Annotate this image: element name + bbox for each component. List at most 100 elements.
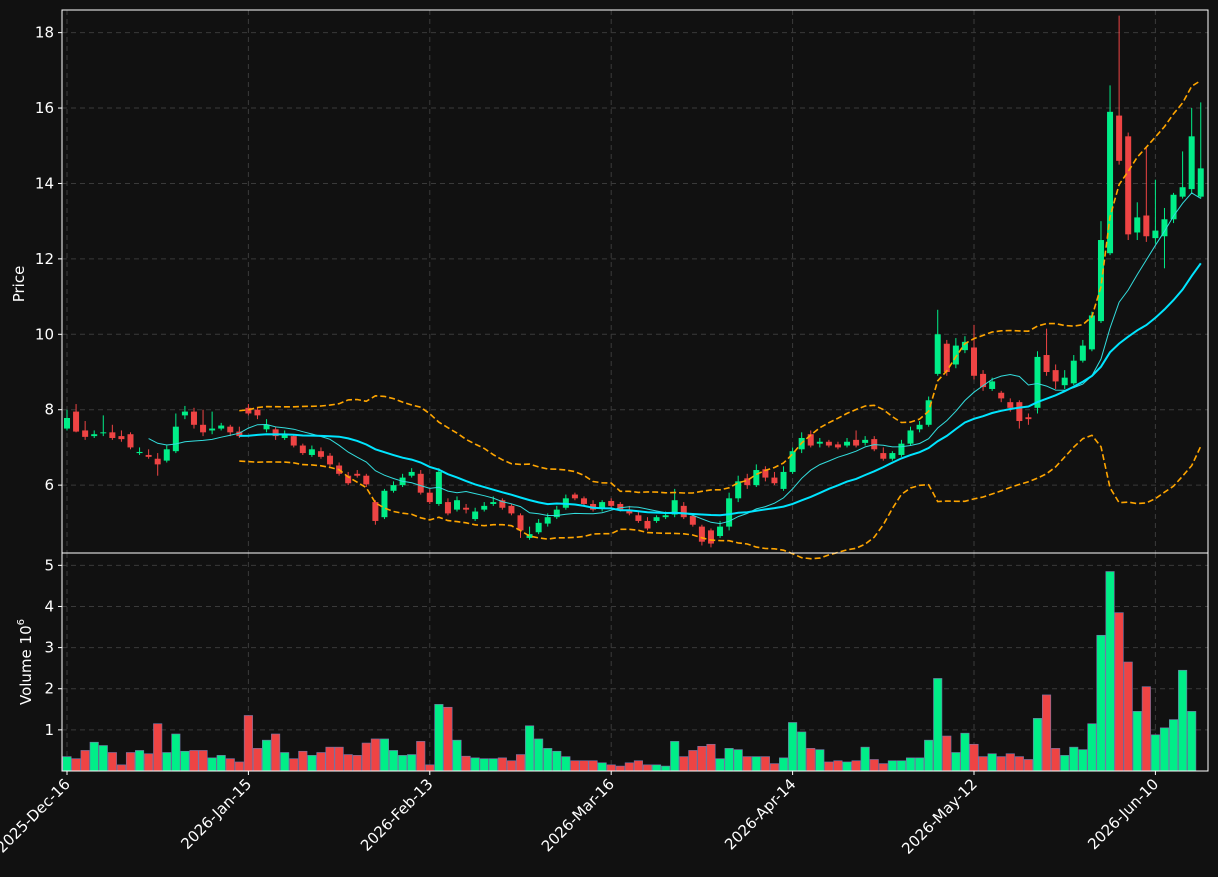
candle	[580, 496, 587, 506]
volume-bar	[434, 704, 444, 772]
candle-body	[907, 430, 914, 444]
candle-body	[444, 502, 451, 514]
price-tick-label: 14	[35, 174, 54, 192]
candle	[898, 439, 905, 457]
volume-bar	[751, 756, 761, 772]
volume-bar	[987, 753, 997, 772]
candle	[1107, 85, 1114, 256]
volume-bar	[461, 755, 471, 772]
candle-body	[735, 481, 742, 499]
candle	[916, 421, 923, 433]
volume-bar	[942, 735, 952, 772]
volume-bar	[887, 760, 897, 772]
candle-body	[435, 471, 442, 504]
price-tick-label: 8	[44, 401, 54, 419]
volume-bar	[933, 678, 943, 772]
candle	[762, 466, 769, 482]
candle-body	[526, 534, 533, 538]
candle-body	[136, 451, 143, 454]
volume-bar	[525, 725, 535, 772]
volume-bar	[162, 752, 172, 772]
candle	[1043, 328, 1050, 376]
candle-body	[971, 347, 977, 376]
candle	[726, 492, 733, 531]
candle	[1170, 192, 1177, 224]
candle	[807, 430, 814, 448]
volume-bar	[824, 761, 834, 772]
volume-bar	[1051, 748, 1061, 772]
candle	[499, 498, 506, 510]
volume-panel	[62, 571, 1197, 772]
candle-body	[889, 453, 896, 459]
candle-body	[218, 425, 225, 429]
volume-bar	[878, 763, 888, 772]
candle-body	[1188, 136, 1195, 190]
volume-bar	[1078, 749, 1088, 772]
volume-bar	[1087, 723, 1097, 772]
volume-axis-label-text: Volume 10	[17, 625, 35, 705]
candle-body	[816, 441, 823, 444]
volume-bar	[1023, 759, 1033, 772]
candle-body	[481, 505, 488, 510]
candle	[653, 515, 660, 523]
candle	[345, 471, 352, 486]
candle-body	[825, 441, 832, 446]
volume-bar	[80, 750, 90, 772]
candle-body	[290, 436, 297, 446]
volume-bar	[742, 756, 752, 772]
candle-body	[263, 424, 270, 430]
candle	[744, 473, 751, 489]
candle	[1088, 311, 1095, 352]
candle-body	[327, 455, 334, 465]
candle	[481, 502, 488, 512]
candle-body	[898, 443, 905, 455]
volume-bar	[543, 748, 553, 772]
volume-bar	[398, 755, 408, 772]
candle	[317, 447, 324, 459]
candle	[254, 407, 261, 420]
candle	[127, 432, 134, 450]
volume-bar	[597, 762, 607, 772]
volume-bar	[615, 765, 625, 772]
candle-body	[181, 411, 188, 416]
volume-bar	[924, 739, 934, 772]
volume-bar	[1123, 661, 1133, 772]
volume-bar	[515, 754, 526, 772]
candle-body	[934, 334, 941, 374]
volume-bar	[116, 764, 126, 772]
price-tick-label: 16	[35, 99, 54, 117]
volume-bar	[470, 757, 480, 772]
volume-bar	[497, 757, 507, 772]
volume-tick-label: 3	[44, 639, 54, 657]
volume-bar	[216, 755, 226, 772]
candle-body	[980, 373, 987, 388]
candle-body	[717, 526, 724, 537]
ma-slow-line	[239, 262, 1202, 517]
candle-body	[517, 515, 524, 531]
volume-bar	[697, 746, 707, 772]
candle-body	[707, 530, 714, 544]
volume-bar	[180, 750, 190, 772]
candle	[608, 498, 615, 508]
volume-bar	[271, 733, 281, 772]
candle-body	[1061, 377, 1068, 386]
volume-bar	[951, 752, 961, 772]
price-tick-label: 10	[35, 325, 54, 343]
candle	[1016, 400, 1023, 429]
upper-band-line	[239, 79, 1202, 494]
candle	[971, 324, 977, 380]
candle	[1097, 221, 1104, 323]
volume-bar	[1096, 634, 1106, 772]
candle-body	[190, 411, 197, 425]
candle	[118, 430, 125, 442]
candle	[780, 466, 787, 491]
candle-body	[753, 470, 760, 486]
volume-bar	[561, 756, 571, 772]
volume-bar	[379, 738, 389, 772]
volume-bar	[851, 760, 861, 772]
candle-body	[771, 477, 778, 484]
candle-body	[1125, 136, 1132, 235]
candle	[290, 434, 297, 448]
